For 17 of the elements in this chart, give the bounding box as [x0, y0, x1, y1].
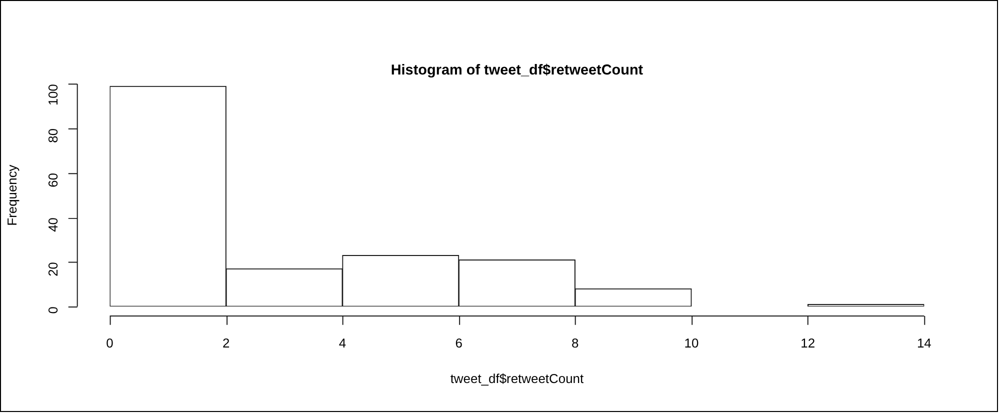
x-tick-label: 2 — [222, 336, 230, 351]
y-tick-label: 40 — [45, 218, 60, 232]
y-tick-label: 60 — [45, 173, 60, 188]
x-tick-label: 10 — [684, 336, 699, 351]
y-tick-label: 100 — [45, 84, 60, 106]
y-tick-label: 0 — [45, 306, 60, 314]
chart-title: Histogram of tweet_df$retweetCount — [390, 62, 644, 78]
x-tick-label: 8 — [572, 336, 579, 351]
x-tick-label: 12 — [800, 336, 816, 351]
x-axis-title: tweet_df$retweetCount — [450, 370, 584, 386]
x-tick-label: 4 — [338, 336, 346, 351]
x-tick-label: 14 — [916, 336, 932, 351]
x-tick-label: 0 — [106, 336, 114, 351]
y-axis-title: Frequency — [4, 164, 20, 226]
y-tick-label: 20 — [45, 262, 60, 276]
y-tick-label: 80 — [45, 128, 60, 143]
x-tick-label: 6 — [455, 336, 462, 351]
